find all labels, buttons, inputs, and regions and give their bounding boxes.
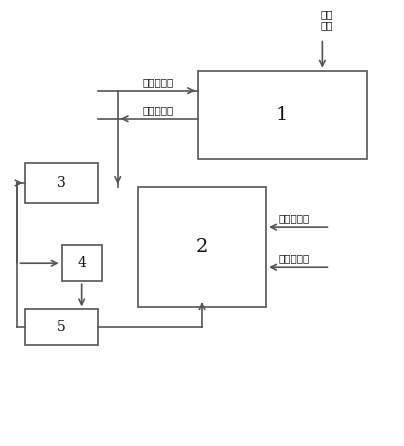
Text: 导热油进口: 导热油进口 [142, 105, 173, 115]
Text: 1: 1 [276, 106, 288, 124]
FancyBboxPatch shape [25, 163, 98, 203]
Text: 冷却水出口: 冷却水出口 [278, 253, 309, 263]
Text: 2: 2 [196, 238, 208, 256]
Text: 4: 4 [77, 256, 86, 270]
FancyBboxPatch shape [138, 187, 266, 307]
FancyBboxPatch shape [61, 245, 102, 281]
Text: 导热油出口: 导热油出口 [142, 77, 173, 87]
Text: 冷却水进口: 冷却水进口 [278, 213, 309, 223]
FancyBboxPatch shape [198, 70, 366, 159]
Text: 3: 3 [57, 176, 66, 190]
Text: 5: 5 [57, 320, 66, 334]
Text: 工业
余热: 工业 余热 [320, 9, 332, 30]
FancyBboxPatch shape [25, 310, 98, 346]
